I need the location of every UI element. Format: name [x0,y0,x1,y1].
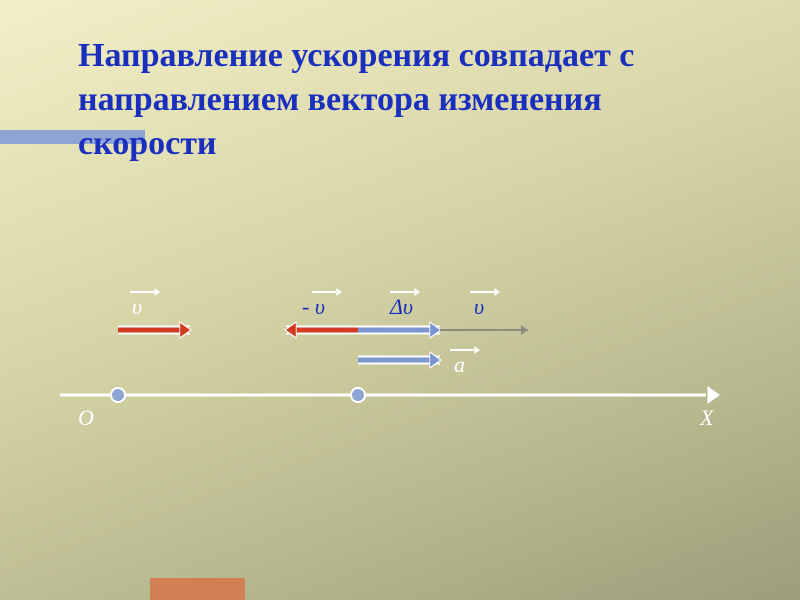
svg-text:X: X [699,405,715,430]
svg-text:υ: υ [474,294,484,319]
svg-text:υ: υ [132,294,142,319]
svg-text:a: a [454,352,465,377]
svg-text:- υ: - υ [302,294,325,319]
svg-text:Δυ: Δυ [389,294,413,319]
vector-diagram: O Xυ - υ Δυ υ a [0,0,800,600]
svg-text:O: O [78,405,94,430]
